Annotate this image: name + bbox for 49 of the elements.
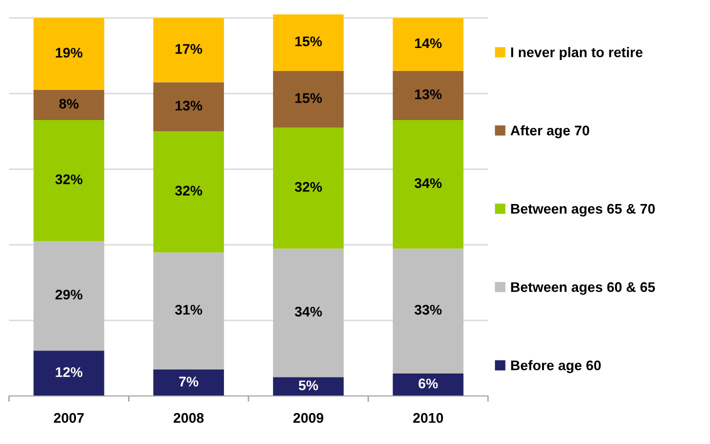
data-label: 34%: [294, 306, 322, 317]
data-label: 13%: [176, 100, 202, 111]
bar: [34, 90, 104, 120]
data-label: 13%: [415, 89, 442, 100]
data-label: 7%: [179, 376, 198, 386]
legend-label: Before age 60: [511, 360, 601, 374]
bar: [392, 18, 464, 71]
bar: [392, 120, 464, 249]
bar: [153, 18, 224, 82]
data-label: 17%: [176, 44, 202, 54]
x-tick-label: 2009: [293, 413, 324, 423]
legend-label: Between ages 65 & 70: [511, 204, 655, 217]
bar: [153, 370, 224, 396]
bar: [392, 248, 464, 374]
bar: [34, 18, 104, 90]
data-label: 15%: [295, 36, 322, 46]
data-label: 34%: [414, 178, 442, 188]
x-tick-label: 2010: [413, 413, 444, 423]
x-tick-label: 2008: [174, 413, 204, 423]
data-label: 15%: [295, 93, 322, 103]
data-label: 31%: [175, 304, 202, 315]
bar: [392, 373, 464, 396]
bar: [273, 128, 344, 249]
data-label: 32%: [55, 174, 82, 184]
bar: [153, 82, 224, 132]
data-label: 14%: [415, 38, 442, 48]
data-label: 19%: [56, 48, 82, 58]
data-label: 29%: [55, 290, 82, 300]
bar: [273, 377, 344, 396]
legend-label: I never plan to retire: [511, 47, 643, 60]
x-tick-label: 2007: [54, 413, 84, 423]
bar: [153, 131, 224, 252]
bar: [34, 350, 104, 396]
data-label: 32%: [294, 182, 322, 192]
data-label: 6%: [418, 378, 438, 388]
bar: [153, 252, 224, 370]
data-label: 32%: [175, 186, 202, 196]
legend-label: After age 70: [510, 125, 590, 138]
data-label: 33%: [414, 304, 442, 315]
data-label: 5%: [298, 380, 318, 390]
bar: [273, 70, 344, 128]
bar: [392, 70, 464, 120]
legend-label: Between ages 60 & 65: [511, 282, 655, 295]
bar: [273, 14, 344, 71]
data-label: 12%: [56, 367, 82, 378]
bar: [273, 248, 344, 378]
bar: [34, 241, 104, 351]
bar: [34, 120, 104, 242]
data-label: 8%: [59, 98, 79, 109]
